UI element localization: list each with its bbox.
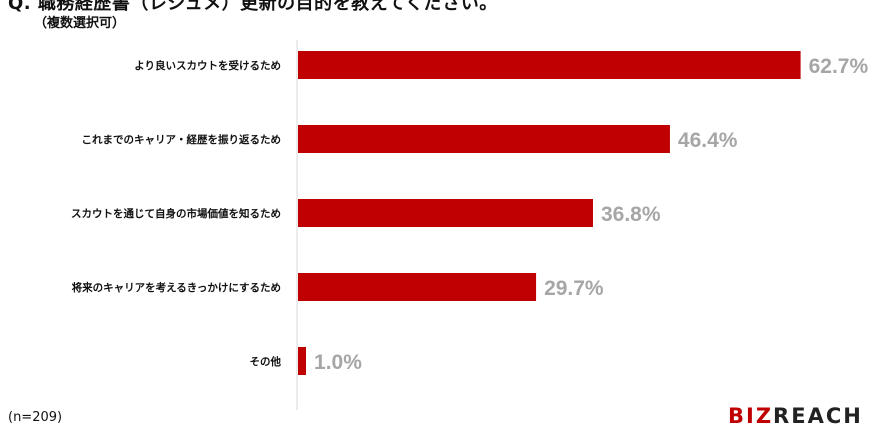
logo-biz: BIZ xyxy=(728,404,774,428)
data-label: 1.0% xyxy=(314,351,362,374)
bar xyxy=(298,199,593,227)
chart-note: （複数選択可） xyxy=(34,16,126,31)
sample-size: (n=209) xyxy=(8,410,63,425)
bar xyxy=(298,347,307,375)
bizreach-logo: BIZREACH xyxy=(728,404,863,428)
category-label: その他 xyxy=(250,355,282,368)
bar xyxy=(298,51,801,79)
category-label: これまでのキャリア・経歴を振り返るため xyxy=(82,133,282,146)
category-label: スカウトを通じて自身の市場価値を知るため xyxy=(71,207,281,220)
category-label: より良いスカウトを受けるため xyxy=(134,59,281,72)
data-label: 29.7% xyxy=(544,277,604,300)
bar xyxy=(298,273,537,301)
data-label: 46.4% xyxy=(678,129,738,152)
data-label: 36.8% xyxy=(601,203,661,226)
data-label: 62.7% xyxy=(809,55,869,78)
bar xyxy=(298,125,670,153)
logo-reach: REACH xyxy=(773,404,863,428)
category-label: 将来のキャリアを考えるきっかけにするため xyxy=(72,281,281,294)
chart-title: Q. 職務経歴書（レジュメ）更新の目的を教えてください。 xyxy=(8,0,498,14)
